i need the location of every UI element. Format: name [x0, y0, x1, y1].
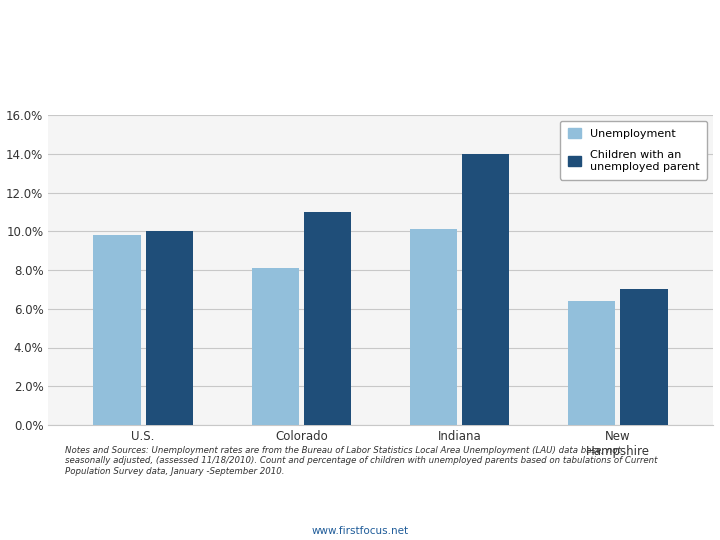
Text: www.firstfocus.net: www.firstfocus.net: [312, 526, 408, 536]
Bar: [620, 289, 667, 425]
Bar: [568, 301, 616, 425]
Bar: [304, 212, 351, 425]
Text: 2010: Children with: 2010: Children with: [18, 35, 233, 53]
Bar: [145, 231, 193, 425]
Bar: [251, 268, 299, 425]
Text: Notes and Sources: Unemployment rates are from the Bureau of Labor Statistics Lo: Notes and Sources: Unemployment rates ar…: [65, 446, 657, 476]
Legend: Unemployment, Children with an
unemployed parent: Unemployment, Children with an unemploye…: [560, 120, 707, 180]
Text: Unemployed Parents: Unemployed Parents: [18, 83, 246, 102]
Bar: [462, 154, 510, 425]
Bar: [410, 230, 457, 425]
Bar: [94, 235, 141, 425]
